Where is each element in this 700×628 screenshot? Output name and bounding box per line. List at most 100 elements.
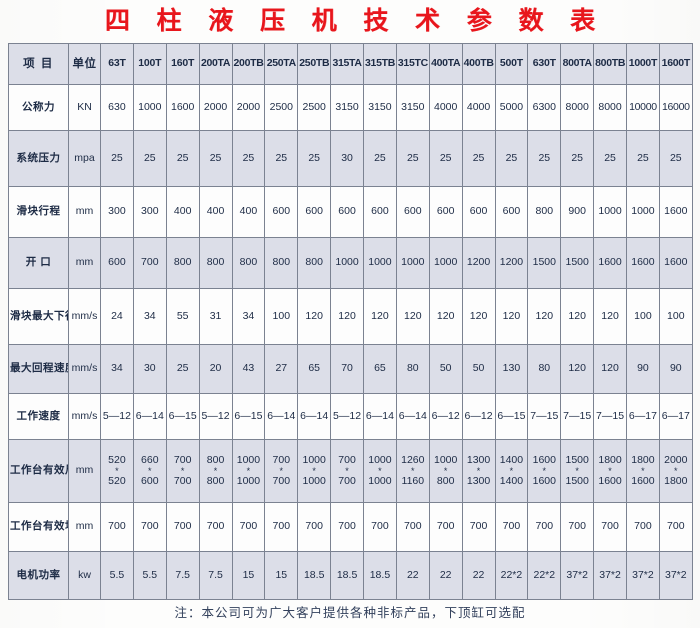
cell-value: 120	[363, 288, 397, 345]
cell-value: 6—14	[132, 393, 167, 440]
cell-value: 25	[231, 130, 266, 187]
cell-value: 1000	[132, 84, 167, 131]
cell-value: 700	[395, 502, 430, 552]
cell-value: 100	[658, 288, 693, 345]
cell-value: 31	[198, 288, 233, 345]
cell-value: 34	[231, 288, 266, 345]
cell-value: 700	[428, 502, 463, 552]
cell-value: 25	[297, 130, 332, 187]
cell-value: 15	[264, 551, 299, 600]
cell-value: 25	[100, 130, 134, 187]
cell-value: 90	[626, 344, 660, 394]
cell-value: 1600	[658, 186, 693, 238]
cell-worktable-size: 1000 * 800	[428, 439, 463, 503]
cell-value: 25	[428, 130, 463, 187]
cell-value: 400	[231, 186, 266, 238]
footer-note: 注：本公司可为广大客户提供各种非标产品，下顶缸可选配	[174, 605, 526, 620]
cell-value: 700	[165, 502, 200, 552]
cell-value: 2500	[264, 84, 299, 131]
cell-value: 700	[132, 502, 167, 552]
cell-worktable-size: 1500 * 1500	[560, 439, 595, 503]
row-label: 开 口	[8, 237, 69, 289]
cell-value: 7.5	[165, 551, 200, 600]
cell-value: 1500	[560, 237, 595, 289]
cell-value: 400	[165, 186, 200, 238]
header-model-63t: 63T	[100, 43, 134, 85]
cell-value: 37*2	[626, 551, 660, 600]
hydraulic-press-spec-table: 项 目单位 63T 100T 160T 200TA 200TB 250TA 250TB 315T…	[8, 43, 693, 600]
cell-value: 22	[395, 551, 430, 600]
cell-worktable-size: 660 * 600	[132, 439, 167, 503]
cell-value: 8000	[593, 84, 627, 131]
row-label: 电机功率	[8, 551, 69, 600]
header-item-label: 项 目	[8, 43, 69, 85]
cell-worktable-size: 1600 * 1600	[527, 439, 562, 503]
header-model-500t: 500T	[494, 43, 529, 85]
table-row: 公称力 KN 630 1000 1600 2000 2000 2500 2500 3150 3150…	[8, 84, 693, 131]
cell-value: 6300	[527, 84, 562, 131]
cell-value: 600	[363, 186, 397, 238]
cell-value: 600	[330, 186, 364, 238]
cell-value: 5.5	[132, 551, 167, 600]
cell-value: 8000	[560, 84, 595, 131]
table-row: 电机功率 kw 5.5 5.5 7.5 7.5 15 15 18.5 18.5 18.5 22 22 22…	[8, 551, 693, 600]
cell-value: 25	[494, 130, 529, 187]
cell-value: 25	[626, 130, 660, 187]
table-row: 滑块行程 mm 300 300 400 400 400 600 600 600 600 600 600 6…	[8, 186, 693, 238]
cell-value: 6—14	[395, 393, 430, 440]
cell-value: 34	[100, 344, 134, 394]
cell-worktable-size: 700 * 700	[165, 439, 200, 503]
cell-value: 43	[231, 344, 266, 394]
cell-value: 1600	[593, 237, 627, 289]
cell-value: 700	[330, 502, 364, 552]
cell-value: 5.5	[100, 551, 134, 600]
cell-value: 120	[593, 288, 627, 345]
cell-value: 700	[132, 237, 167, 289]
cell-value: 6—15	[494, 393, 529, 440]
cell-value: 300	[132, 186, 167, 238]
cell-value: 80	[395, 344, 430, 394]
cell-value: 25	[461, 130, 496, 187]
row-label: 工作台有效尺寸（左右*前后）	[8, 439, 69, 503]
cell-value: 37*2	[658, 551, 693, 600]
header-unit-label: 单位	[68, 43, 101, 85]
cell-value: 25	[198, 130, 233, 187]
table-row: 工作速度 mm/s 5—12 6—14 6—15 5—12 6—15 6—14 6—14 5—12…	[8, 393, 693, 440]
header-model-315ta: 315TA	[330, 43, 364, 85]
header-model-200tb: 200TB	[231, 43, 266, 85]
row-unit: mm/s	[68, 393, 101, 440]
cell-value: 25	[363, 130, 397, 187]
cell-value: 700	[658, 502, 693, 552]
row-label: 工作速度	[8, 393, 69, 440]
row-unit: KN	[68, 84, 101, 131]
cell-value: 50	[461, 344, 496, 394]
cell-value: 24	[100, 288, 134, 345]
cell-value: 100	[626, 288, 660, 345]
cell-value: 700	[494, 502, 529, 552]
cell-value: 2500	[297, 84, 332, 131]
cell-worktable-size: 800 * 800	[198, 439, 233, 503]
cell-value: 1000	[395, 237, 430, 289]
cell-worktable-size: 520 * 520	[100, 439, 134, 503]
cell-value: 800	[527, 186, 562, 238]
cell-value: 5000	[494, 84, 529, 131]
cell-value: 700	[461, 502, 496, 552]
cell-value: 25	[527, 130, 562, 187]
cell-value: 34	[132, 288, 167, 345]
header-model-630t: 630T	[527, 43, 562, 85]
header-model-200ta: 200TA	[198, 43, 233, 85]
cell-value: 80	[527, 344, 562, 394]
cell-value: 700	[363, 502, 397, 552]
cell-value: 27	[264, 344, 299, 394]
cell-value: 700	[626, 502, 660, 552]
cell-value: 30	[330, 130, 364, 187]
cell-value: 700	[231, 502, 266, 552]
cell-value: 2000	[231, 84, 266, 131]
row-unit: mm/s	[68, 344, 101, 394]
cell-value: 6—15	[231, 393, 266, 440]
cell-value: 600	[297, 186, 332, 238]
cell-value: 5—12	[330, 393, 364, 440]
cell-value: 30	[132, 344, 167, 394]
cell-value: 25	[658, 130, 693, 187]
spec-table-container: 项 目单位 63T 100T 160T 200TA 200TB 250TA 250TB 315T…	[8, 43, 693, 600]
